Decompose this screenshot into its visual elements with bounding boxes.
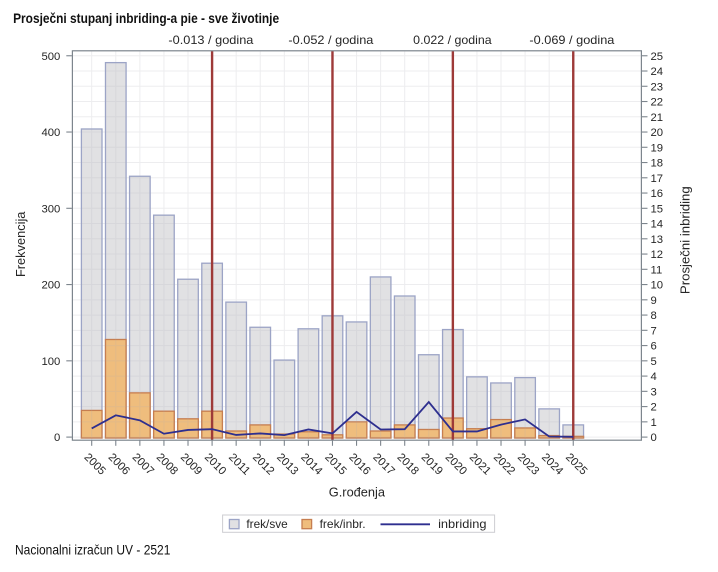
svg-text:G.rođenja: G.rođenja xyxy=(329,484,386,499)
svg-text:7: 7 xyxy=(651,325,657,337)
svg-text:18: 18 xyxy=(651,158,664,170)
svg-text:Prosječni stupanj inbriding-a: Prosječni stupanj inbriding-a pie - sve … xyxy=(13,10,279,26)
svg-text:400: 400 xyxy=(41,127,60,139)
svg-text:11: 11 xyxy=(651,264,663,276)
svg-text:-0.069 / godina: -0.069 / godina xyxy=(529,33,614,47)
svg-text:24: 24 xyxy=(651,66,664,78)
svg-text:19: 19 xyxy=(651,142,664,154)
svg-text:Frekvencija: Frekvencija xyxy=(13,211,28,277)
svg-text:300: 300 xyxy=(41,203,60,215)
svg-text:15: 15 xyxy=(651,203,664,215)
svg-text:13: 13 xyxy=(651,234,664,246)
svg-text:0: 0 xyxy=(651,432,657,444)
svg-text:12: 12 xyxy=(651,249,664,261)
svg-text:16: 16 xyxy=(651,188,664,200)
svg-text:frek/sve: frek/sve xyxy=(246,517,288,531)
svg-text:200: 200 xyxy=(41,280,60,292)
svg-text:0: 0 xyxy=(54,432,60,444)
svg-text:9: 9 xyxy=(651,295,657,307)
svg-text:20: 20 xyxy=(651,127,664,139)
svg-text:1: 1 xyxy=(651,417,657,429)
svg-text:100: 100 xyxy=(41,356,60,368)
svg-text:23: 23 xyxy=(651,81,664,93)
svg-text:Prosječni inbriding: Prosječni inbriding xyxy=(677,186,692,294)
svg-text:-0.013 / godina: -0.013 / godina xyxy=(168,33,253,47)
svg-text:-0.052 / godina: -0.052 / godina xyxy=(288,33,373,47)
svg-text:3: 3 xyxy=(651,386,657,398)
svg-text:5: 5 xyxy=(651,356,657,368)
svg-text:2: 2 xyxy=(651,402,657,414)
svg-text:25: 25 xyxy=(651,51,664,63)
svg-text:17: 17 xyxy=(651,173,664,185)
svg-text:10: 10 xyxy=(651,280,664,292)
svg-text:inbriding: inbriding xyxy=(438,517,486,531)
svg-text:4: 4 xyxy=(651,371,657,383)
svg-text:14: 14 xyxy=(651,219,664,231)
svg-text:8: 8 xyxy=(651,310,657,322)
svg-text:frek/inbr.: frek/inbr. xyxy=(320,517,366,531)
svg-text:21: 21 xyxy=(651,112,664,124)
svg-text:Nacionalni izračun UV - 2521: Nacionalni izračun UV - 2521 xyxy=(15,542,171,558)
svg-text:22: 22 xyxy=(651,97,664,109)
svg-text:500: 500 xyxy=(41,51,60,63)
svg-text:0.022 / godina: 0.022 / godina xyxy=(413,33,492,47)
svg-text:6: 6 xyxy=(651,341,657,353)
